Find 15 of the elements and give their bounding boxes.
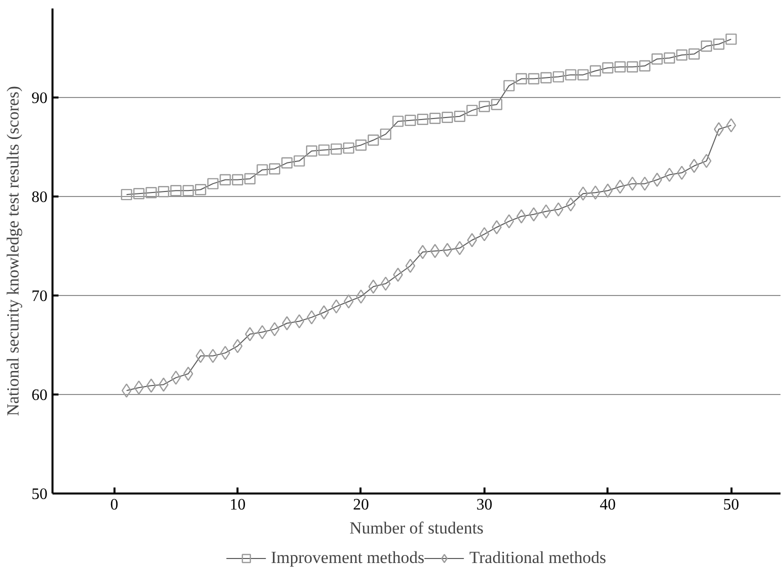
x-tick-label: 30 [476,496,492,514]
legend-label: Improvement methods [270,548,424,568]
x-tick-label: 20 [352,496,369,514]
x-tick-label: 50 [723,496,740,514]
y-tick-label: 80 [32,189,48,206]
x-tick-label: 0 [110,496,118,514]
y-tick-label: 50 [32,486,48,503]
y-axis-title: National security knowledge test results (scores) [4,86,22,416]
x-tick-label: 40 [600,496,616,514]
y-tick-label: 70 [32,288,48,306]
legend-label: Traditional methods [469,548,606,568]
y-tick-label: 90 [32,90,48,108]
x-axis-title: Number of students [349,518,484,538]
x-tick-label: 10 [230,496,246,514]
y-tick-label: 60 [32,387,48,404]
